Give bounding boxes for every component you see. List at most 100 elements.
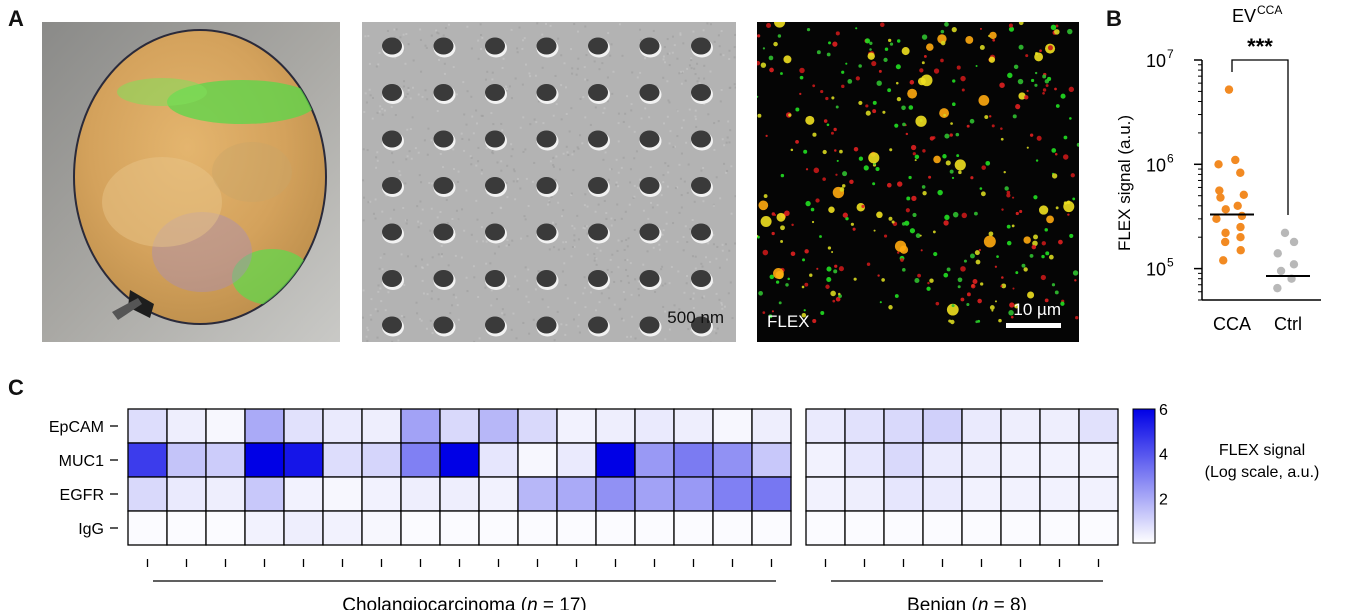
fluorescent-spot: [945, 160, 951, 166]
fluorescent-spot: [1060, 93, 1066, 99]
fluorescent-spot: [849, 179, 854, 185]
fluorescent-spot: [935, 301, 940, 306]
data-point: [1280, 228, 1290, 238]
fluorescent-spot: [901, 105, 906, 111]
data-point: [1215, 186, 1224, 195]
fluorescent-spot: [820, 89, 824, 94]
fluorescent-spot: [812, 132, 817, 137]
fluorescent-spot: [917, 273, 921, 278]
fluorescent-spot: [896, 39, 901, 43]
fluorescent-spot: [944, 133, 950, 139]
colorbar-title: FLEX signal: [1219, 442, 1305, 459]
nanohole: [433, 37, 454, 55]
data-point: [1221, 228, 1230, 238]
nanohole: [536, 84, 557, 101]
heatmap-cell: [439, 408, 480, 444]
fluorescent-spot: [802, 258, 806, 262]
fluorescent-spot: [905, 132, 909, 136]
fluorescent-spot: [757, 34, 761, 38]
chart-title-superscript: CCA: [1257, 3, 1282, 17]
fluorescent-spot: [988, 56, 996, 63]
fluorescent-spot: [811, 220, 815, 224]
fluorescence-spots: [757, 22, 1079, 325]
nanohole: [639, 84, 660, 101]
colorbar-tick-label: 6: [1159, 402, 1168, 419]
data-point: [1236, 168, 1245, 177]
fluorescent-spot: [974, 250, 980, 256]
bracket-line: [1231, 59, 1289, 215]
fluorescent-spot: [837, 292, 841, 296]
fluorescent-spot: [832, 41, 838, 47]
fluorescent-spot: [1034, 52, 1044, 62]
fluorescent-spot: [943, 113, 946, 117]
fluorescent-spot: [769, 274, 775, 280]
nanohole: [485, 316, 505, 334]
heatmap-cell: [634, 442, 675, 478]
nanohole: [536, 223, 557, 241]
fluorescent-spot: [1054, 290, 1059, 295]
heatmap-cell: [595, 476, 636, 512]
fluorescent-spot: [912, 152, 916, 156]
wafer-photo: [42, 22, 340, 342]
column-ticks: [146, 559, 1100, 567]
fluorescent-spot: [826, 266, 832, 272]
heatmap-cell: [751, 442, 792, 478]
fluorescent-spot: [977, 298, 982, 304]
heatmap-cell: [1000, 408, 1041, 444]
heatmap-cell: [127, 408, 168, 444]
fluorescent-spot: [951, 304, 955, 308]
fluorescent-spot: [1000, 285, 1003, 288]
fluorescent-spot: [897, 181, 903, 187]
y-tick-label: 10: [1146, 260, 1166, 280]
nanohole: [588, 223, 608, 241]
data-point: [1239, 190, 1249, 200]
wafer-illustration: [42, 22, 340, 342]
fluorescent-spot: [852, 227, 856, 231]
fluorescent-spot: [975, 259, 981, 265]
fluorescent-spot: [970, 176, 974, 180]
fluorescent-spot: [896, 96, 902, 102]
heatmap-cell: [883, 510, 924, 546]
fluorescent-spot: [1031, 244, 1037, 250]
nanohole: [639, 316, 660, 334]
fluorescent-spot: [1008, 23, 1013, 28]
fluorescent-spot: [835, 31, 840, 36]
fluorescent-spot: [1024, 95, 1029, 100]
fluorescent-spot: [933, 251, 938, 257]
group-labels: Cholangiocarcinoma (n = 17) Benign (n = 8…: [153, 580, 1103, 610]
nanohole: [382, 37, 402, 55]
fluorescent-spot: [788, 113, 792, 117]
fluorescent-spot: [978, 95, 990, 106]
fluorescent-spot: [970, 253, 975, 259]
heatmap-cell: [805, 408, 846, 444]
fluorescent-spot: [1032, 240, 1038, 247]
y-tick-label: 10: [1146, 51, 1166, 71]
fluorescent-spot: [1017, 78, 1024, 85]
fluorescent-spot: [900, 258, 904, 262]
heatmap-cell: [961, 442, 1002, 478]
fluorescent-spot: [1018, 92, 1026, 100]
fluorescent-spot: [773, 213, 777, 216]
fluorescent-spot: [1063, 154, 1069, 160]
heatmap-cell: [127, 442, 168, 478]
heatmap-cell: [166, 408, 207, 444]
data-point: [1219, 256, 1228, 265]
heatmap-cell: [400, 408, 441, 444]
fluorescent-spot: [956, 65, 961, 70]
fluorescent-spot: [958, 170, 962, 175]
fluorescent-spot: [805, 200, 811, 207]
fluorescent-spot: [778, 301, 782, 305]
fluorescent-spot: [835, 105, 839, 109]
heatmap-cell: [1078, 442, 1119, 478]
fluorescent-spot: [905, 208, 910, 213]
fluorescent-spot: [776, 212, 786, 222]
nanohole: [382, 177, 402, 194]
fluorescent-spot: [872, 100, 877, 105]
heatmap-cell: [400, 442, 441, 478]
fluorescent-spot: [940, 58, 944, 63]
heatmap-cell: [1039, 476, 1080, 512]
fluorescent-spot: [908, 105, 914, 110]
fluorescent-spot: [888, 305, 893, 310]
fluorescent-spot: [956, 154, 960, 158]
